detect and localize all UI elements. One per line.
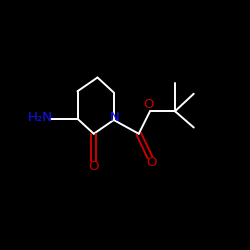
Text: O: O: [88, 160, 99, 173]
Text: N: N: [110, 111, 120, 124]
Text: O: O: [146, 156, 156, 170]
Text: H₂N: H₂N: [28, 111, 52, 124]
Text: O: O: [144, 98, 154, 112]
